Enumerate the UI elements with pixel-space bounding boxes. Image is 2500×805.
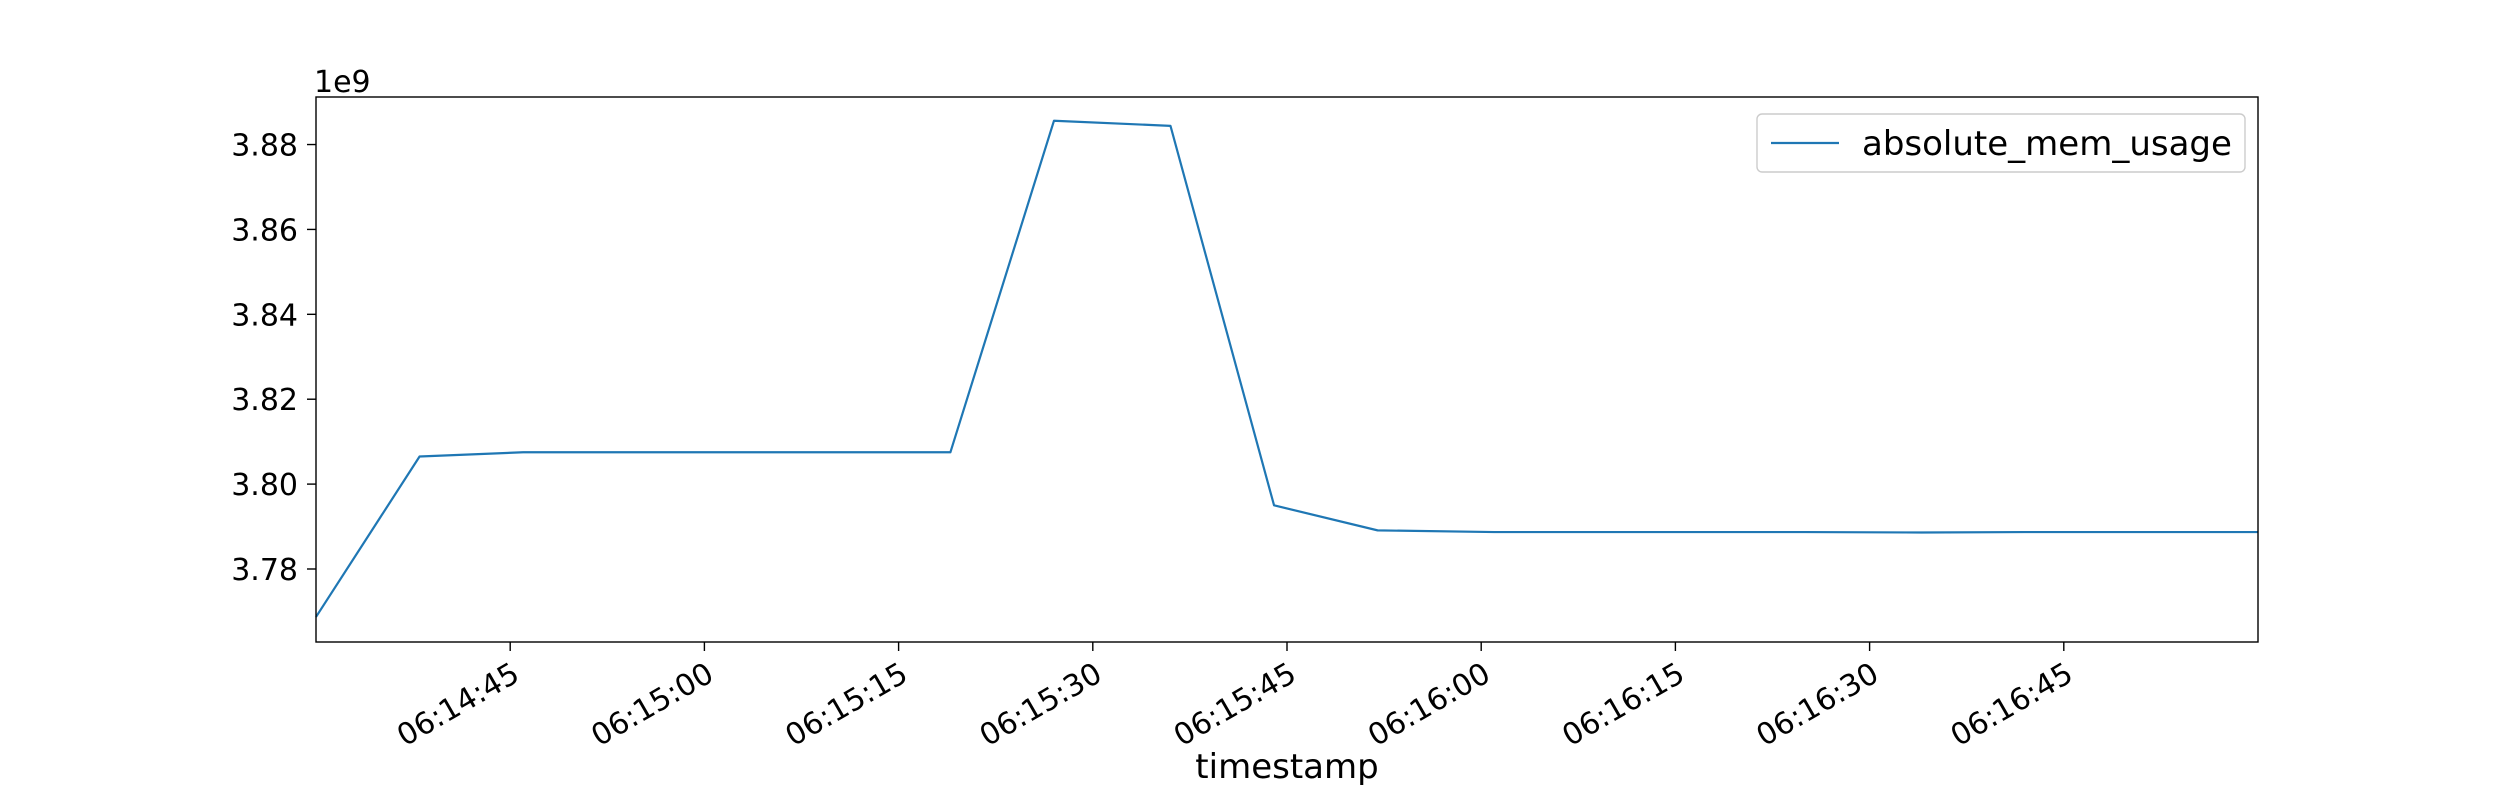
y-tick-label: 3.86 <box>231 213 298 248</box>
y-tick-label: 3.80 <box>231 468 298 503</box>
y-axis-offset-label: 1e9 <box>314 65 371 100</box>
legend-box <box>1756 113 2246 173</box>
y-tick-label: 3.88 <box>231 129 298 164</box>
series-line-absolute_mem_usage <box>315 119 2258 618</box>
x-axis-label: timestamp <box>1195 747 1378 787</box>
plot-area <box>315 119 2258 618</box>
legend-label: absolute_mem_usage <box>1862 124 2232 164</box>
y-tick-label: 3.78 <box>231 553 298 588</box>
y-tick-label: 3.84 <box>231 298 298 333</box>
y-tick-label: 3.82 <box>231 383 298 418</box>
legend: absolute_mem_usage <box>1756 113 2246 173</box>
